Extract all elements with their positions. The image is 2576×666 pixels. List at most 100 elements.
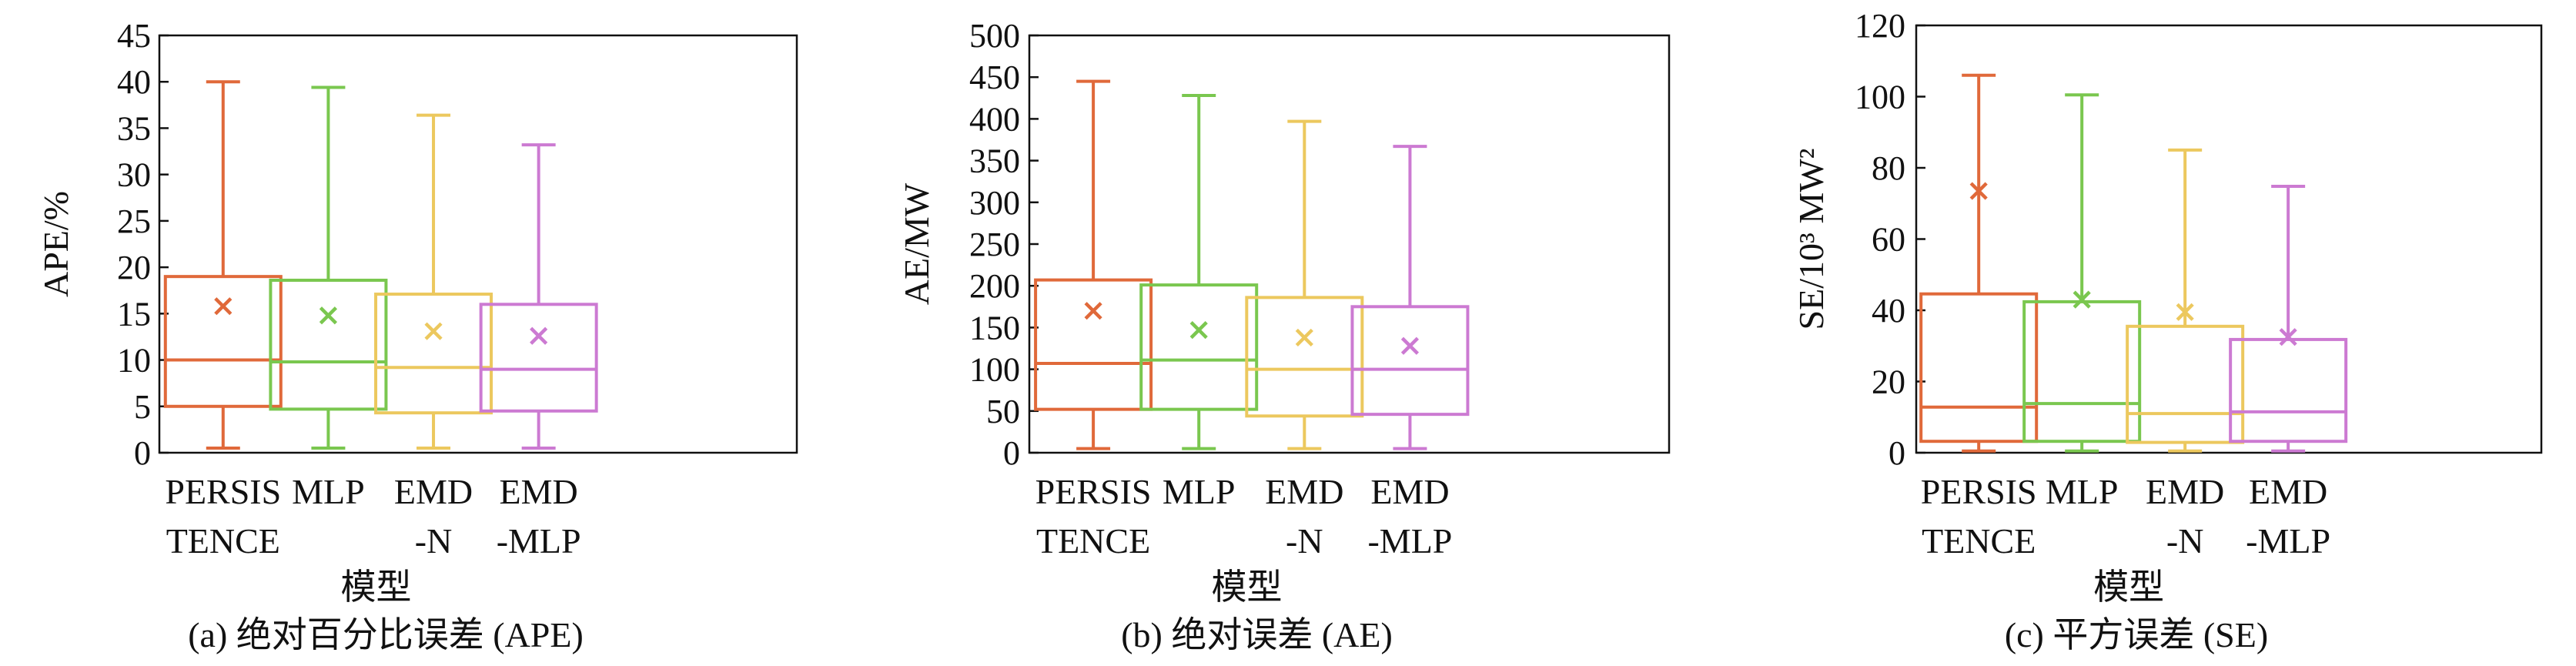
mean-marker (1189, 321, 1208, 340)
y-tick-label: 100 (969, 351, 1020, 389)
x-axis-label: 模型 (341, 567, 412, 607)
y-tick-label: 0 (1003, 434, 1020, 472)
y-axis-label: APE/% (36, 191, 75, 297)
box-body (163, 275, 283, 408)
category-label: -N (1286, 521, 1323, 561)
y-tick-label: 15 (117, 295, 151, 333)
box-body (1139, 283, 1259, 411)
chart-panel-3: 0 20 40 60 80 100 120 SE/10³ MW² PERSIS TENCE MLP E… (1791, 7, 2543, 654)
plot-frame (1028, 34, 1671, 454)
y-tick-label: 500 (969, 17, 1020, 55)
category-label: EMD (500, 472, 578, 511)
category-label: PERSIS (1921, 472, 2037, 511)
y-tick-label: 250 (969, 226, 1020, 263)
mean-marker (1295, 328, 1313, 346)
y-tick-label: 300 (969, 184, 1020, 222)
y-tick-label: 120 (1855, 7, 1905, 45)
y-tick-label: 200 (969, 267, 1020, 305)
mean-marker (319, 306, 338, 325)
category-label: EMD (1370, 472, 1449, 511)
category-label: MLP (2046, 472, 2119, 511)
y-tick-label: 25 (117, 202, 151, 240)
mean-marker (2073, 290, 2091, 309)
y-axis-label: SE/10³ MW² (1791, 149, 1831, 330)
y-tick-label: 50 (986, 393, 1020, 430)
plot-frame (158, 34, 798, 454)
y-tick-label: 30 (117, 156, 151, 194)
category-label: EMD (1265, 472, 1343, 511)
y-tick-label: 45 (117, 17, 151, 55)
mean-marker (424, 322, 443, 340)
mean-marker (530, 326, 548, 345)
y-tick-label: 150 (969, 309, 1020, 346)
y-tick-label: 450 (969, 59, 1020, 96)
mean-marker (214, 297, 233, 316)
box-1 (1034, 79, 1153, 450)
box-1 (1919, 73, 2039, 453)
box-body (2229, 337, 2348, 443)
category-label: MLP (292, 472, 365, 511)
y-tick-label: 35 (117, 109, 151, 147)
y-tick-label: 100 (1855, 79, 1905, 116)
category-label: EMD (2249, 472, 2327, 511)
box-4 (2229, 185, 2348, 453)
chart-panel-1: 0 5 10 15 20 25 30 35 40 45 APE/% PERSIS TENCE MLP EMD… (36, 17, 798, 654)
category-label: -MLP (1367, 521, 1452, 561)
category-label: TENCE (1036, 521, 1150, 561)
y-tick-label: 400 (969, 100, 1020, 138)
mean-marker (1084, 302, 1102, 320)
category-label: -N (415, 521, 453, 561)
y-tick-label: 10 (117, 342, 151, 380)
y-tick-label: 20 (1872, 363, 1905, 401)
box-4 (1350, 145, 1470, 450)
x-axis-label: 模型 (2093, 567, 2164, 607)
mean-marker (2279, 328, 2297, 346)
mean-marker (1969, 182, 1988, 200)
category-label: MLP (1163, 472, 1236, 511)
box-body (1034, 278, 1153, 411)
category-label: -N (2166, 521, 2204, 561)
panel-caption: (a) 绝对百分比误差 (APE) (188, 615, 584, 654)
category-label: EMD (394, 472, 473, 511)
category-label: PERSIS (165, 472, 281, 511)
y-tick-label: 60 (1872, 221, 1905, 259)
box-body (374, 293, 493, 415)
panel-caption: (b) 绝对误差 (AE) (1121, 615, 1393, 654)
panel-caption: (c) 平方误差 (SE) (2005, 615, 2268, 654)
box-body (479, 303, 598, 413)
y-tick-label: 40 (117, 63, 151, 101)
box-3 (1245, 119, 1364, 450)
box-3 (374, 113, 493, 450)
box-body (2126, 324, 2245, 444)
box-1 (163, 80, 283, 450)
category-label: EMD (2146, 472, 2224, 511)
chart-panel-2: 0 50 100 150 200 250 300 350 400 450 500 AE/MW PERSI… (897, 17, 1671, 654)
box-body (1350, 305, 1470, 417)
box-3 (2126, 148, 2245, 453)
box-body (2022, 300, 2142, 443)
y-tick-label: 350 (969, 142, 1020, 180)
category-label: -MLP (2246, 521, 2330, 561)
y-tick-label: 0 (134, 434, 151, 472)
x-axis-label: 模型 (1212, 567, 1283, 607)
box-body (269, 278, 388, 411)
y-tick-label: 0 (1889, 434, 1905, 472)
category-label: TENCE (166, 521, 280, 561)
category-label: PERSIS (1035, 472, 1152, 511)
mean-marker (2176, 303, 2194, 321)
y-tick-label: 40 (1872, 292, 1905, 330)
category-label: TENCE (1922, 521, 2036, 561)
box-2 (2022, 93, 2142, 453)
y-tick-label: 80 (1872, 149, 1905, 187)
y-axis-label: AE/MW (897, 182, 936, 305)
box-2 (269, 85, 388, 450)
y-tick-label: 5 (134, 388, 151, 426)
plot-frame (1915, 24, 2543, 454)
mean-marker (1400, 336, 1420, 355)
box-body (1919, 292, 2039, 443)
y-tick-label: 20 (117, 249, 151, 286)
box-body (1245, 296, 1364, 418)
box-4 (479, 143, 598, 450)
